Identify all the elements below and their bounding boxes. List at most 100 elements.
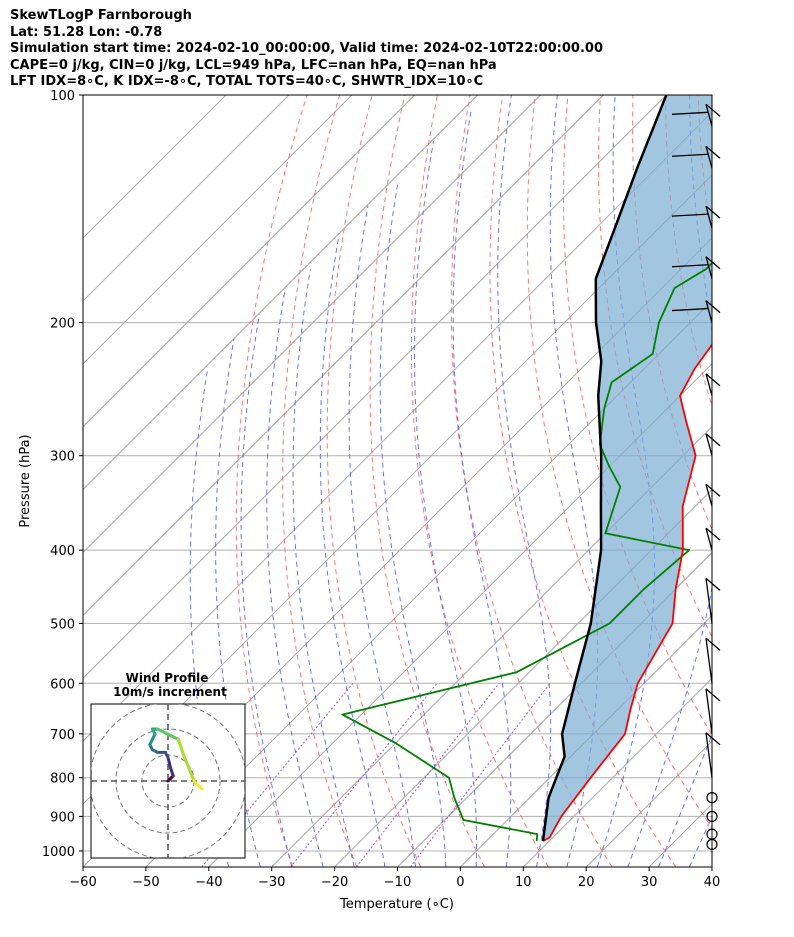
barb-flag	[671, 307, 709, 312]
cape-info-text: CAPE=0 j/kg, CIN=0 j/kg, LCL=949 hPa, LF…	[10, 57, 497, 73]
barb-staff	[705, 433, 713, 456]
y-tick-label: 1000	[42, 845, 75, 860]
wind-barb	[671, 145, 721, 169]
dewpoint-line	[341, 261, 712, 842]
moist-adiabat	[348, 205, 416, 867]
barb-flag	[705, 688, 721, 702]
wind-barb	[705, 637, 721, 684]
chart-title: SkewTLogP Farnborough	[10, 8, 192, 23]
axis-ticks: −60 −50 −40 −30 −20 −10 0 10 20 30 40 100 200 300 400 5…	[42, 89, 720, 890]
isotherm-gridline	[83, 95, 667, 680]
barb-flag	[705, 256, 721, 270]
isotherm-gridline	[208, 363, 712, 867]
y-tick-label: 100	[50, 89, 75, 104]
moist-adiabat	[720, 95, 794, 867]
dry-adiabat	[697, 95, 712, 242]
location-text: Lat: 51.28 Lon: -0.78	[10, 24, 163, 40]
barb-flag	[705, 577, 721, 591]
x-tick-label: −60	[69, 875, 96, 890]
wind-barb	[671, 300, 721, 323]
mixing-ratio-line	[409, 682, 551, 867]
x-tick-label: 40	[704, 875, 721, 890]
dry-adiabat	[489, 95, 677, 867]
barb-flag	[705, 637, 721, 651]
wind-barb	[671, 205, 721, 229]
y-tick-label: 700	[50, 728, 75, 743]
hodograph-trace	[161, 730, 180, 741]
mixing-ratio-line	[290, 682, 438, 867]
y-tick-label: 400	[50, 544, 75, 559]
wind-barb	[705, 732, 721, 778]
dry-adiabat	[369, 95, 485, 867]
moist-adiabat	[240, 314, 293, 867]
y-tick-label: 600	[50, 677, 75, 692]
isotherm-gridline	[522, 677, 712, 867]
profile-lines	[341, 95, 712, 842]
dry-adiabat	[450, 95, 613, 867]
x-tick-label: −10	[384, 875, 411, 890]
isotherm-gridline	[83, 95, 290, 302]
barb-staff	[705, 146, 713, 169]
barb-flag	[705, 373, 721, 387]
temperature-line	[542, 343, 712, 842]
barb-staff	[705, 256, 713, 279]
dry-adiabat	[235, 95, 308, 867]
barb-flag	[705, 205, 721, 219]
hodograph-subtitle: 10m/s increment	[113, 685, 227, 699]
barb-staff	[705, 688, 713, 734]
hodograph-trace	[176, 737, 186, 757]
dry-adiabat	[411, 95, 549, 867]
y-tick-label: 800	[50, 772, 75, 787]
dry-adiabat	[526, 95, 712, 829]
barb-staff	[705, 578, 713, 624]
x-tick-label: −30	[258, 875, 285, 890]
y-tick-label: 300	[50, 450, 75, 465]
wind-barb	[705, 527, 721, 551]
barb-flag	[705, 103, 721, 117]
barb-flag	[705, 732, 721, 746]
isotherm-gridline	[83, 95, 478, 491]
hodograph-trace	[192, 779, 204, 791]
y-tick-label: 200	[50, 317, 75, 332]
parcel-path-line	[541, 95, 668, 842]
barb-flag	[705, 145, 721, 159]
cin-shading	[543, 95, 712, 841]
hodograph-title: Wind Profile	[126, 671, 209, 685]
isotherm-gridline	[83, 95, 541, 554]
isotherm-gridline	[145, 300, 712, 867]
barb-flag	[671, 153, 709, 157]
barb-flag	[671, 111, 709, 115]
isotherm-gridline	[334, 488, 712, 867]
cape-cin-fill	[543, 95, 712, 841]
dry-adiabat	[563, 95, 712, 737]
barb-staff	[705, 638, 713, 684]
isotherm-gridline	[83, 95, 416, 428]
hodograph-trace	[166, 756, 173, 770]
y-tick-label: 500	[50, 617, 75, 632]
barb-flag	[705, 433, 721, 447]
mixing-ratio-line	[355, 682, 500, 867]
hodograph-trace	[182, 753, 196, 783]
moist-adiabat	[658, 733, 712, 867]
moist-adiabat	[452, 110, 512, 867]
x-tick-label: 0	[456, 875, 464, 890]
barb-staff	[705, 732, 713, 778]
barb-flag	[671, 264, 709, 268]
barb-flag	[705, 483, 721, 497]
barb-staff	[705, 104, 713, 127]
chart-header: SkewTLogP Farnborough Lat: 51.28 Lon: -0…	[10, 8, 603, 91]
x-tick-label: −50	[132, 875, 159, 890]
barb-staff	[705, 373, 713, 397]
x-axis-label: Temperature (∘C)	[339, 897, 454, 912]
isotherm-gridline	[711, 866, 712, 867]
isotherm-gridline	[83, 95, 353, 365]
time-text: Simulation start time: 2024-02-10_00:00:…	[10, 41, 603, 56]
isotherm-gridline	[397, 551, 712, 867]
wind-barb	[671, 103, 721, 127]
wind-barb	[705, 433, 721, 456]
wind-barb	[705, 577, 721, 624]
hodograph-trace	[148, 732, 157, 747]
wind-barb	[705, 483, 721, 507]
wind-barb	[705, 688, 721, 734]
